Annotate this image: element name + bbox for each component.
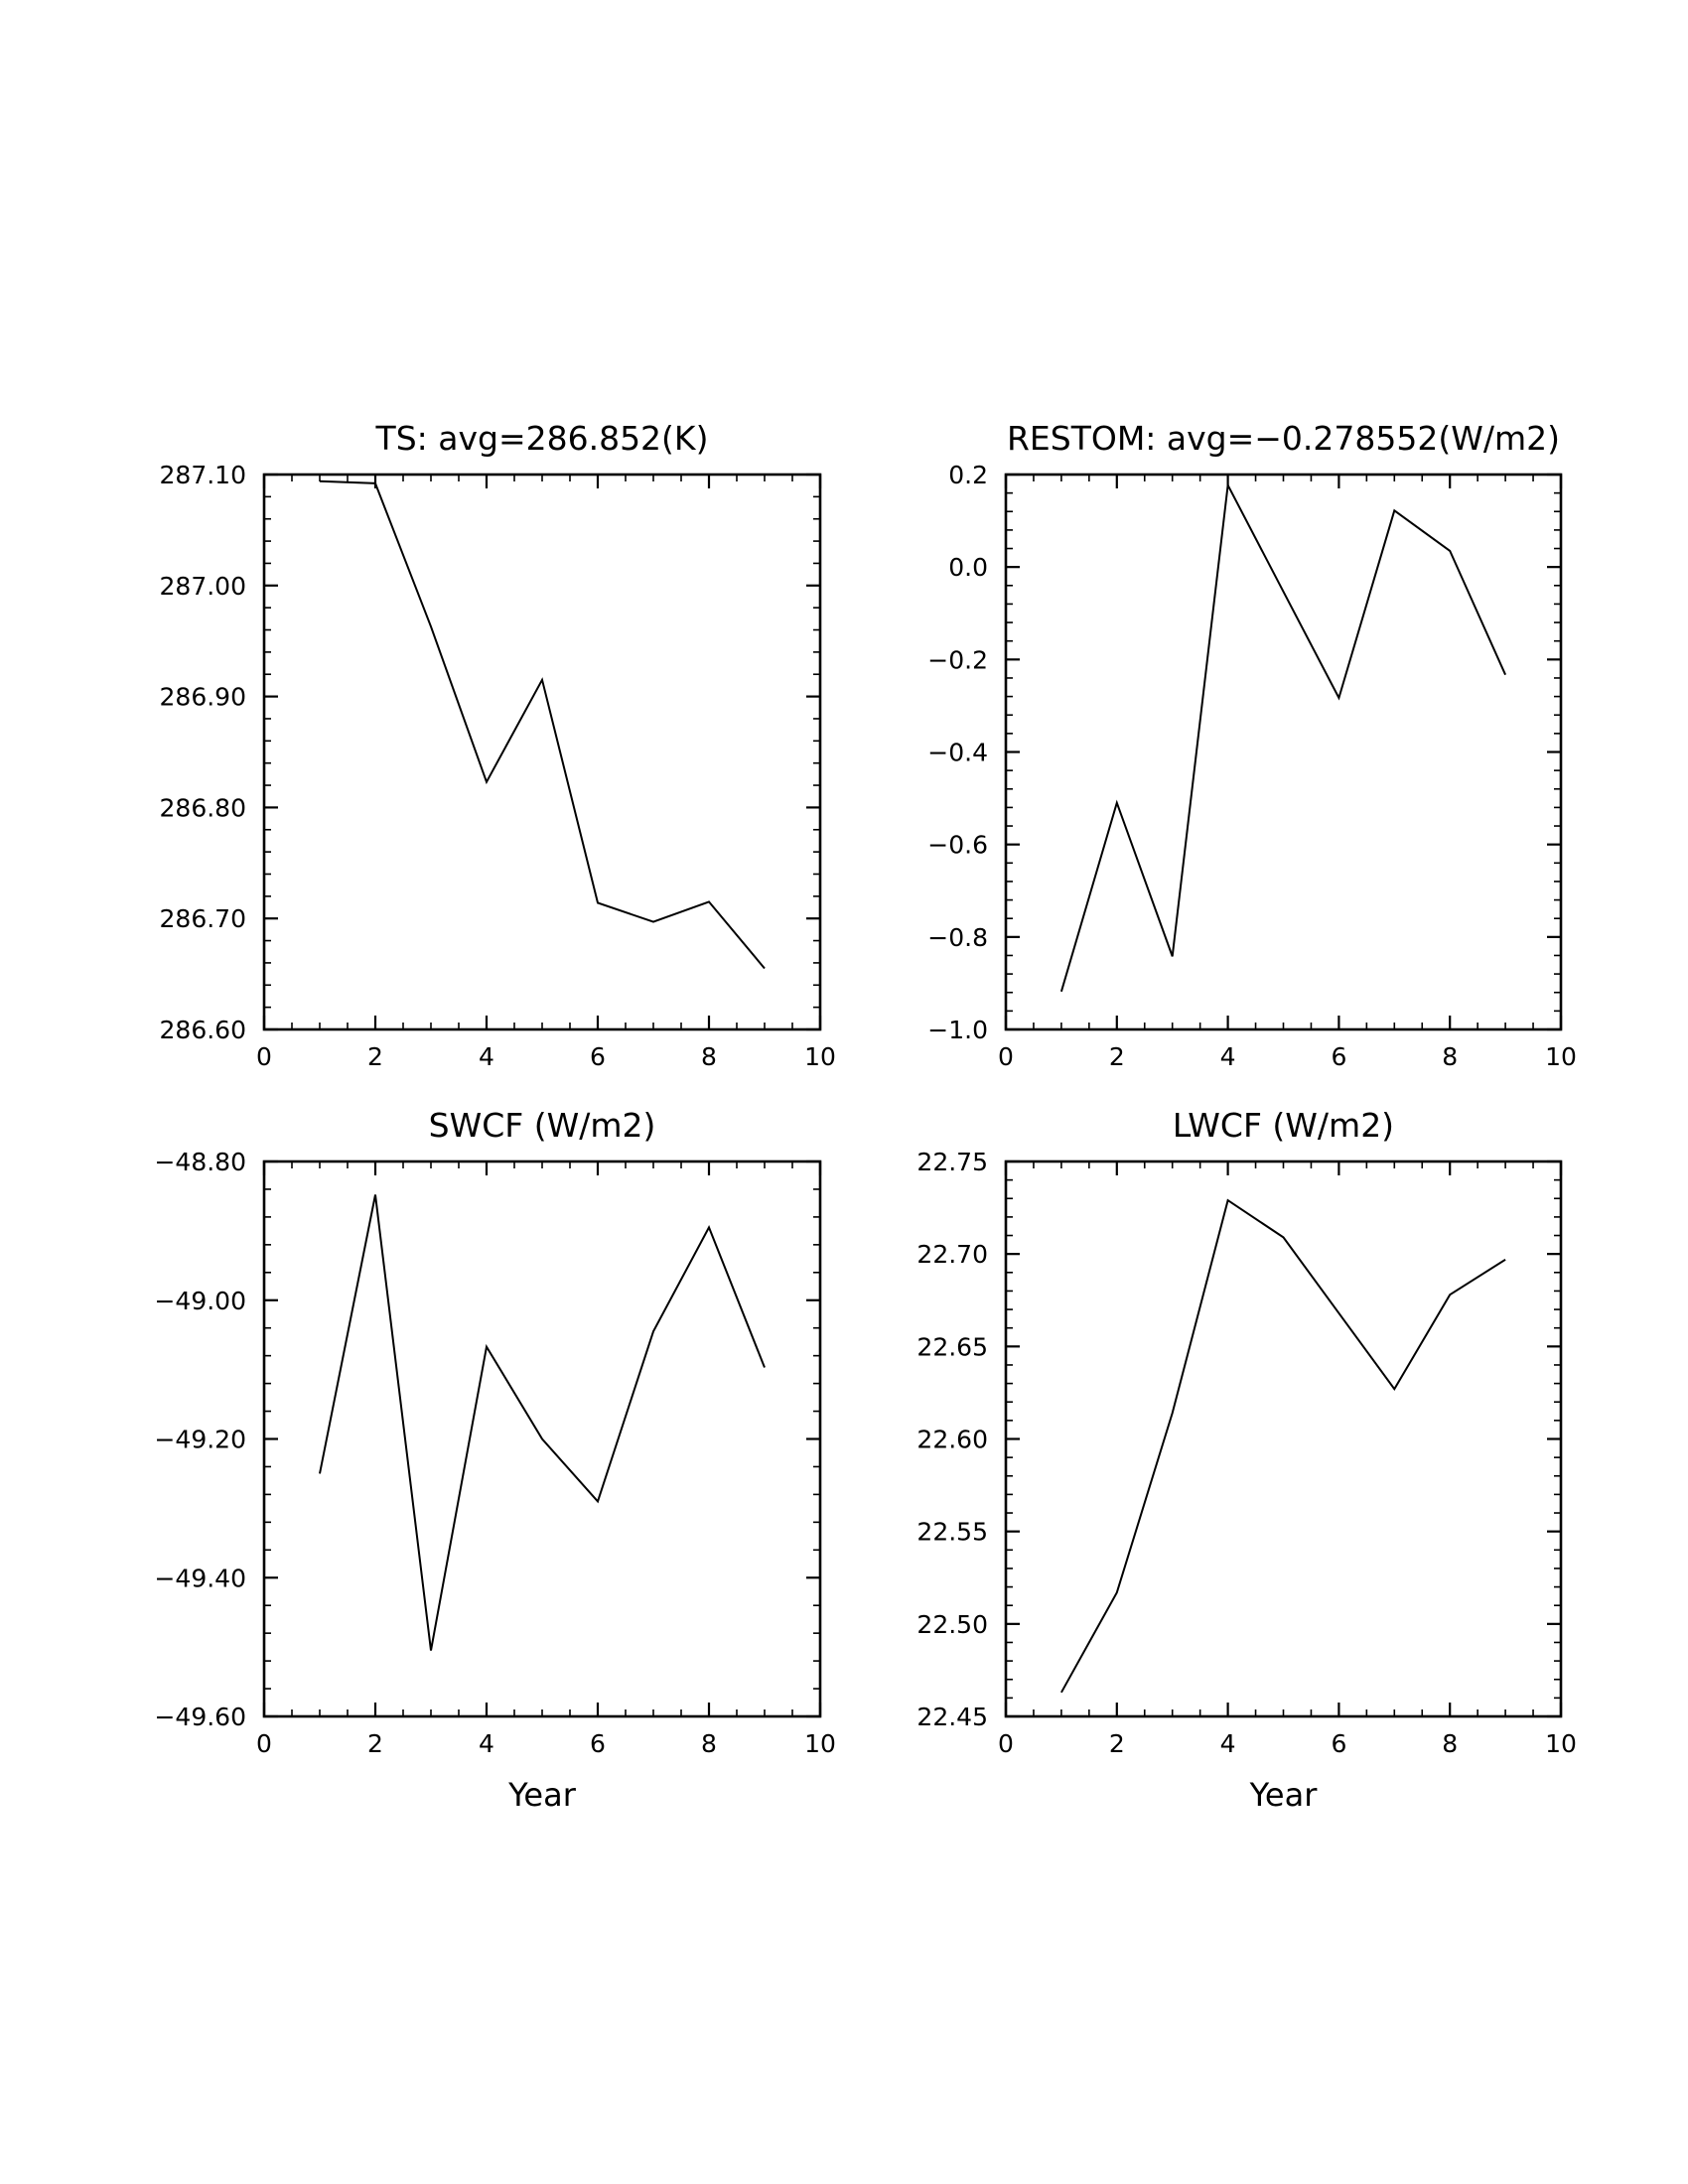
x-tick-label: 0 <box>998 1729 1014 1758</box>
y-tick-label: −49.60 <box>154 1703 246 1731</box>
y-tick-label: −0.2 <box>927 645 988 674</box>
y-tick-label: 287.10 <box>160 461 246 489</box>
x-tick-label: 2 <box>367 1042 383 1071</box>
y-tick-label: −0.8 <box>927 923 988 952</box>
y-tick-label: 286.60 <box>160 1016 246 1044</box>
x-tick-label: 10 <box>804 1729 836 1758</box>
chart-panel-3: 0 2 4 6 8 10 −49.60 −49.40 −49.20 −49.00 −48.80 SWC… <box>154 1106 835 1814</box>
series-line <box>1060 1198 1506 1694</box>
y-tick-label: −0.4 <box>927 739 988 767</box>
x-axis-label: Year <box>1249 1776 1319 1814</box>
x-tick-label: 10 <box>1545 1729 1577 1758</box>
y-tick-label: 0.2 <box>948 461 988 489</box>
x-tick-label: 8 <box>1442 1729 1458 1758</box>
y-tick-label: 22.65 <box>916 1332 988 1361</box>
x-tick-label: 2 <box>1109 1729 1125 1758</box>
x-tick-label: 4 <box>479 1729 494 1758</box>
y-tick-label: 286.90 <box>160 683 246 712</box>
x-tick-label: 4 <box>479 1042 494 1071</box>
y-tick-label: −49.00 <box>154 1287 246 1315</box>
x-tick-label: 10 <box>804 1042 836 1071</box>
x-axis-label: Year <box>507 1776 577 1814</box>
series-line <box>319 479 766 970</box>
chart-title: RESTOM: avg=−0.278552(W/m2) <box>1007 419 1560 458</box>
y-tick-label: −48.80 <box>154 1148 246 1176</box>
x-tick-label: 6 <box>590 1729 606 1758</box>
y-tick-label: 22.70 <box>916 1240 988 1269</box>
chart-title: LWCF (W/m2) <box>1173 1106 1394 1145</box>
x-tick-label: 4 <box>1220 1729 1236 1758</box>
y-tick-label: −0.6 <box>927 831 988 860</box>
y-tick-label: 22.50 <box>916 1610 988 1639</box>
x-tick-label: 6 <box>590 1042 606 1071</box>
y-tick-label: 287.00 <box>160 572 246 601</box>
x-tick-label: 8 <box>701 1729 717 1758</box>
y-tick-label: 286.80 <box>160 793 246 822</box>
x-tick-label: 8 <box>701 1042 717 1071</box>
chart-panel-1: 0 2 4 6 8 10 286.60 286.70 286.80 286.90 287.00 287… <box>160 419 836 1071</box>
x-tick-label: 8 <box>1442 1042 1458 1071</box>
x-tick-label: 0 <box>256 1042 272 1071</box>
series-line <box>1059 481 1507 993</box>
y-tick-label: 22.55 <box>916 1518 988 1547</box>
x-tick-label: 2 <box>1109 1042 1125 1071</box>
chart-panel-4: 0 2 4 6 8 10 22.45 22.50 22.55 22.60 22.65 22.70 22.… <box>916 1106 1576 1814</box>
y-tick-label: 0.0 <box>948 553 988 582</box>
y-tick-label: −1.0 <box>927 1016 988 1044</box>
x-tick-label: 2 <box>367 1729 383 1758</box>
x-tick-label: 6 <box>1331 1042 1346 1071</box>
y-tick-label: −49.20 <box>154 1426 246 1454</box>
x-tick-label: 0 <box>998 1042 1014 1071</box>
chart-title: TS: avg=286.852(K) <box>375 419 709 458</box>
x-tick-label: 0 <box>256 1729 272 1758</box>
y-tick-label: 286.70 <box>160 904 246 933</box>
y-tick-label: 22.75 <box>916 1148 988 1176</box>
y-tick-label: 22.60 <box>916 1426 988 1454</box>
series-line <box>319 1194 766 1651</box>
y-tick-label: 22.45 <box>916 1703 988 1731</box>
x-tick-label: 4 <box>1220 1042 1236 1071</box>
x-tick-label: 6 <box>1331 1729 1346 1758</box>
chart-panel-2: 0 2 4 6 8 10 −1.0 −0.8 −0.6 −0.4 −0.2 0.0 0.2 RESTOM:… <box>927 419 1577 1071</box>
x-tick-label: 10 <box>1545 1042 1577 1071</box>
chart-title: SWCF (W/m2) <box>429 1106 656 1145</box>
y-tick-label: −49.40 <box>154 1564 246 1592</box>
